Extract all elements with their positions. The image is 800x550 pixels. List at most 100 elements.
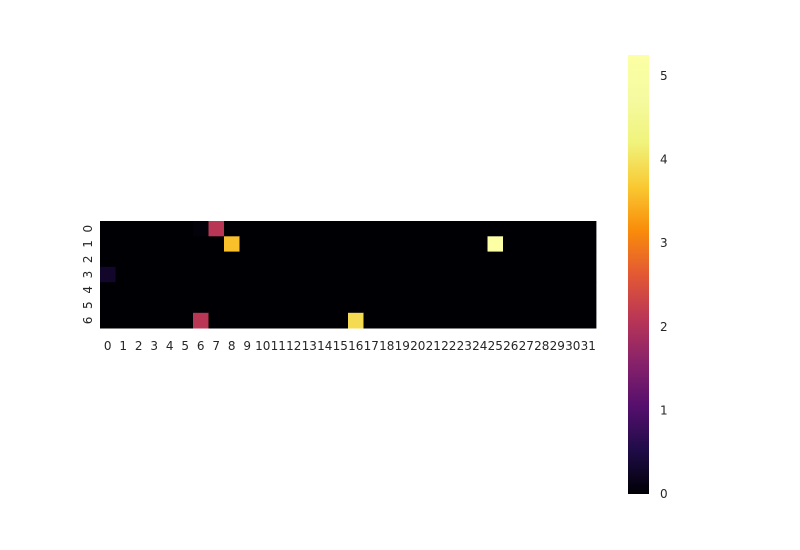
x-tick-label: 14 [317,339,332,353]
heatmap-cell [487,312,504,329]
heatmap-cell [472,282,488,298]
heatmap-cell [301,312,318,329]
heatmap-cell [177,251,194,268]
x-tick-label: 8 [228,339,236,353]
heatmap-cell [286,312,302,329]
heatmap-cell [518,221,535,237]
heatmap-cell [286,221,302,237]
x-tick-label: 5 [181,339,189,353]
heatmap-cells [100,221,597,329]
heatmap-cell [162,236,178,252]
heatmap-cell [441,282,457,298]
heatmap-cell [425,297,442,314]
heatmap-cell [146,236,163,252]
heatmap-cell [177,266,194,283]
heatmap-cell [146,312,163,329]
heatmap-cell [193,266,209,283]
heatmap-cell [518,266,535,283]
heatmap-cell [456,297,473,314]
x-tick-label: 17 [364,339,379,353]
heatmap-cell [363,282,380,298]
heatmap-cell [224,266,240,283]
heatmap-cell [255,251,271,268]
heatmap-cell [193,312,209,329]
heatmap-cell [332,236,349,252]
x-tick-label: 1 [119,339,127,353]
heatmap-cell [193,236,209,252]
heatmap-cell [255,282,271,298]
heatmap-cell [177,221,194,237]
heatmap-cell [100,251,116,268]
heatmap-cell [332,282,349,298]
heatmap-cell [456,266,473,283]
heatmap-cell [332,266,349,283]
y-axis-ticks: 0 1 2 3 4 5 6 [81,225,95,324]
heatmap-cell [317,282,333,298]
heatmap-cell [348,312,364,329]
heatmap-cell [239,251,256,268]
heatmap-cell [162,297,178,314]
heatmap-cell [193,282,209,298]
heatmap-cell [425,221,442,237]
heatmap-cell [348,266,364,283]
heatmap-cell [286,297,302,314]
heatmap-cell [100,236,116,252]
heatmap-cell [565,236,581,252]
x-tick-label: 31 [581,339,596,353]
heatmap-cell [487,266,504,283]
heatmap-cell [441,251,457,268]
heatmap-cell [301,297,318,314]
heatmap-cell [270,312,287,329]
heatmap-cell [131,282,147,298]
heatmap-cell [208,236,225,252]
heatmap-cell [580,221,597,237]
heatmap-cell [410,282,426,298]
heatmap-cell [394,297,411,314]
heatmap-cell [177,236,194,252]
x-tick-label: 4 [166,339,174,353]
heatmap-cell [394,312,411,329]
heatmap-cell [317,251,333,268]
heatmap-cell [549,266,566,283]
heatmap-cell [100,282,116,298]
heatmap-cell [472,266,488,283]
x-tick-label: 26 [503,339,518,353]
heatmap-cell [534,221,550,237]
heatmap-cell [472,221,488,237]
colorbar-ticks: 0 1 2 3 4 5 [660,69,668,501]
heatmap-cell [518,236,535,252]
heatmap-cell [255,236,271,252]
x-tick-label: 22 [441,339,456,353]
heatmap-cell [100,266,116,283]
heatmap-cell [379,221,395,237]
heatmap-cell [348,282,364,298]
heatmap-cell [580,236,597,252]
colorbar-tick-label: 4 [660,153,668,167]
heatmap-cell [301,282,318,298]
y-tick-label: 5 [81,301,95,309]
heatmap-cell [162,282,178,298]
heatmap-cell [286,282,302,298]
x-tick-label: 21 [426,339,441,353]
heatmap-cell [208,266,225,283]
heatmap-cell [363,251,380,268]
heatmap-cell [503,297,519,314]
heatmap-cell [239,312,256,329]
heatmap-cell [534,297,550,314]
heatmap-cell [580,266,597,283]
heatmap-cell [131,297,147,314]
heatmap-cell [410,312,426,329]
heatmap-cell [549,236,566,252]
heatmap-cell [503,282,519,298]
heatmap-cell [131,266,147,283]
heatmap-cell [518,282,535,298]
x-tick-label: 23 [457,339,472,353]
heatmap-cell [441,221,457,237]
heatmap-cell [255,312,271,329]
heatmap-cell [131,251,147,268]
heatmap-cell [224,282,240,298]
heatmap-cell [162,266,178,283]
heatmap-cell [224,236,240,252]
heatmap-cell [441,236,457,252]
heatmap-cell [255,266,271,283]
